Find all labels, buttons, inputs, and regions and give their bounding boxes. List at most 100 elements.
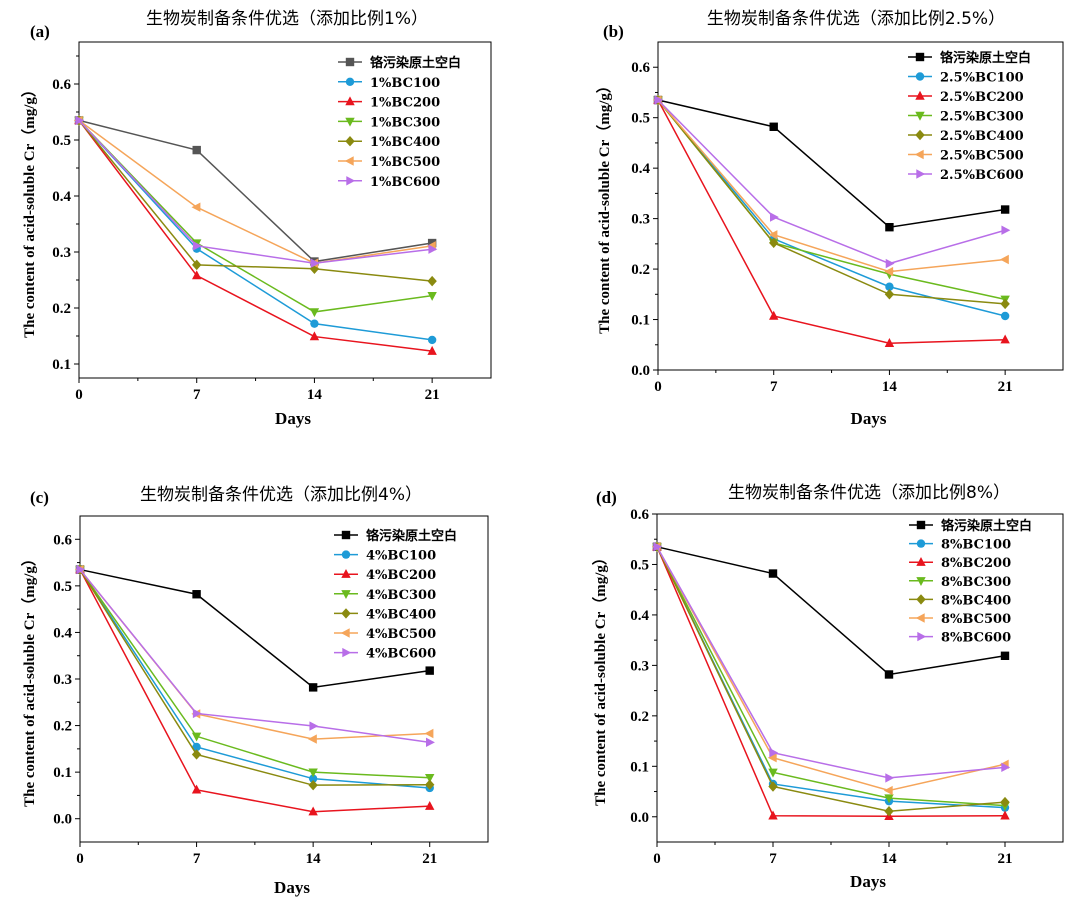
data-point: [768, 569, 778, 578]
legend-item: 1%BC300: [338, 115, 440, 130]
data-point: [427, 275, 437, 287]
plot-frame: [657, 41, 1064, 371]
data-point: [192, 145, 201, 155]
series-line: [657, 99, 1006, 228]
legend-marker: [340, 628, 350, 638]
series-5: [653, 94, 1010, 310]
x-tick-label: 7: [193, 851, 201, 867]
legend-marker: [915, 111, 925, 121]
data-point: [769, 310, 779, 320]
data-point: [1000, 651, 1010, 660]
data-point: [999, 254, 1009, 265]
data-point: [427, 291, 437, 301]
legend-marker: [916, 557, 926, 566]
data-point: [191, 784, 202, 794]
legend-marker: [916, 539, 926, 548]
data-point: [310, 319, 319, 328]
legend-marker: [345, 117, 355, 127]
legend-marker: [917, 631, 927, 642]
legend-marker: [915, 129, 925, 141]
legend-label: 铬污染原土空白: [940, 50, 1031, 66]
chart-title: 生物炭制备条件优选（添加比例1%）: [146, 9, 428, 29]
y-axis-label: The content of acid-soluble Cr（mg/g）: [20, 551, 38, 807]
legend-item: 8%BC600: [909, 631, 1011, 646]
series-line: [78, 119, 433, 352]
x-tick-label: 0: [653, 851, 661, 867]
data-point: [191, 732, 202, 742]
series-line: [78, 119, 433, 264]
y-tick-label: 0.2: [53, 719, 72, 735]
data-point: [427, 238, 437, 248]
x-tick-label: 0: [75, 387, 83, 403]
data-point: [310, 258, 320, 268]
legend-label: 铬污染原土空白: [941, 518, 1032, 534]
data-point: [191, 202, 201, 212]
legend-marker: [344, 156, 354, 166]
legend-label: 1%BC200: [370, 96, 440, 111]
legend-label: 8%BC100: [941, 538, 1011, 553]
y-tick-label: 0.5: [631, 111, 650, 127]
data-point: [425, 774, 435, 783]
legend-item: 1%BC100: [338, 76, 440, 91]
series-7: [654, 95, 1011, 269]
series-line: [656, 546, 1006, 779]
legend-item: 2.5%BC600: [908, 168, 1024, 183]
y-tick-label: 0.3: [53, 672, 72, 688]
data-point: [768, 810, 778, 820]
data-point: [1000, 796, 1010, 808]
y-axis-label: The content of acid-soluble Cr（mg/g）: [591, 550, 609, 806]
data-point: [885, 282, 894, 291]
data-point: [770, 212, 779, 222]
legend-label: 4%BC600: [366, 647, 436, 662]
data-point: [654, 95, 664, 105]
y-axis-label: The content of acid-soluble Cr（mg/g）: [595, 78, 613, 334]
data-point: [427, 335, 437, 345]
y-tick-label: 0.4: [53, 625, 72, 641]
series-line: [656, 546, 1006, 676]
y-tick-label: 0.3: [631, 212, 650, 228]
data-point: [308, 774, 318, 783]
data-point: [309, 721, 319, 731]
legend-item: 8%BC400: [909, 593, 1011, 608]
y-tick-label: 0.5: [630, 557, 649, 573]
y-tick-label: 0.6: [631, 60, 650, 76]
data-point: [1000, 311, 1010, 321]
series-line: [78, 119, 433, 282]
data-point: [428, 244, 438, 254]
y-tick-label: 0.1: [631, 313, 650, 329]
legend-item: 2.5%BC200: [908, 90, 1024, 105]
chart-title: 生物炭制备条件优选（添加比例8%）: [728, 483, 1010, 503]
chart-title: 生物炭制备条件优选（添加比例4%）: [140, 485, 422, 505]
data-point: [427, 345, 437, 355]
x-axis-label: Days: [274, 878, 310, 897]
data-point: [1000, 810, 1010, 820]
legend-item: 8%BC300: [909, 575, 1011, 590]
legend-marker: [341, 550, 351, 559]
data-point: [308, 768, 318, 778]
plot-frame: [78, 41, 492, 379]
chart-panel-4: 生物炭制备条件优选（添加比例8%） (d) 0.0 0.1 0.2 0.3 0.4 0.5 0.…: [591, 483, 1064, 891]
legend-item: 1%BC600: [338, 175, 440, 190]
legend-label: 4%BC500: [366, 627, 436, 642]
y-tick-label: 0.1: [53, 765, 72, 781]
legend-marker: [345, 57, 355, 67]
legend: 铬污染原土空白 1%BC100 1%BC200 1%BC300 1%BC400 1%BC5…: [338, 55, 461, 190]
data-point: [884, 338, 895, 347]
legend-item: 4%BC600: [334, 647, 436, 662]
legend: 铬污染原土空白 8%BC100 8%BC200 8%BC300 8%BC400 8%BC5…: [909, 518, 1032, 646]
series-7: [76, 564, 435, 748]
data-point: [193, 241, 202, 251]
data-point: [192, 590, 201, 599]
y-tick-label: 0.3: [630, 658, 649, 674]
legend-item: 4%BC100: [334, 549, 436, 564]
data-point: [768, 768, 778, 778]
data-point: [885, 258, 895, 269]
chart-panel-1: 生物炭制备条件优选（添加比例1%） (a) 0.1 0.2 0.3 0.4 0.5 0.6 0 7…: [20, 9, 492, 428]
data-point: [1000, 205, 1010, 214]
x-tick-label: 21: [998, 851, 1013, 867]
legend-item: 1%BC500: [338, 155, 440, 170]
legend-label: 8%BC400: [941, 593, 1011, 608]
data-point: [767, 753, 777, 763]
legend-label: 1%BC400: [370, 135, 440, 150]
legend-marker: [916, 520, 926, 530]
